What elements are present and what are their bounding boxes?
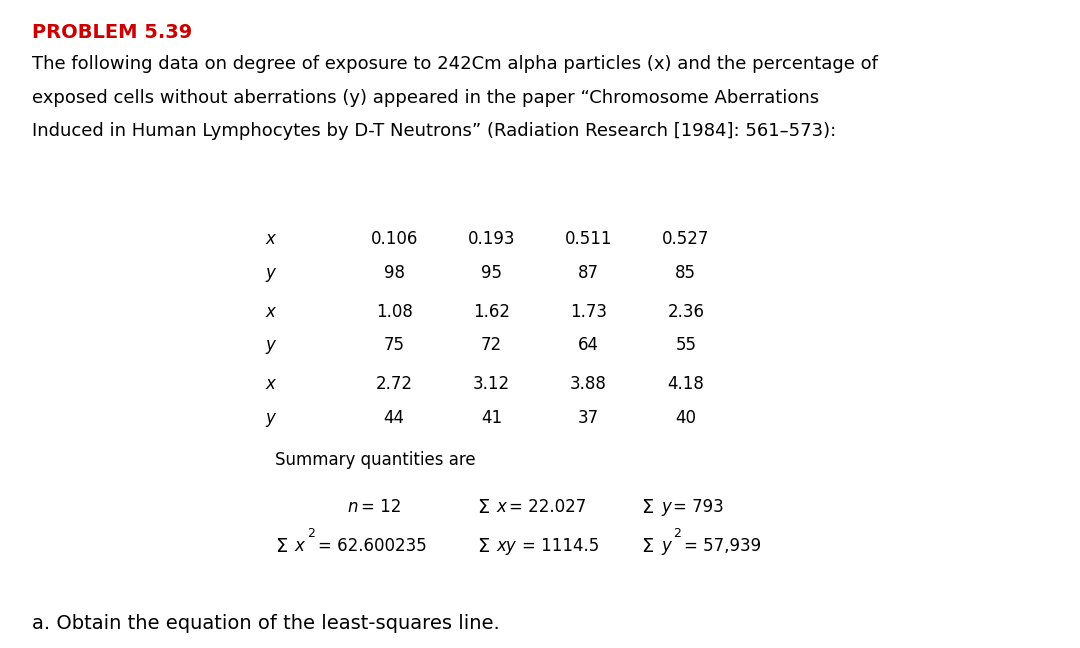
Text: = 57,939: = 57,939 [684,537,760,555]
Text: 2: 2 [673,527,680,540]
Text: y: y [266,336,275,354]
Text: PROBLEM 5.39: PROBLEM 5.39 [32,23,192,41]
Text: 44: 44 [383,409,405,427]
Text: The following data on degree of exposure to 242Cm alpha particles (x) and the pe: The following data on degree of exposure… [32,55,878,73]
Text: 40: 40 [675,409,697,427]
Text: 72: 72 [481,336,502,354]
Text: 2: 2 [307,527,314,540]
Text: y: y [266,264,275,282]
Text: 98: 98 [383,264,405,282]
Text: Summary quantities are: Summary quantities are [275,451,476,469]
Text: 3.12: 3.12 [473,375,510,393]
Text: a. Obtain the equation of the least-squares line.: a. Obtain the equation of the least-squa… [32,614,500,633]
Text: n: n [348,498,359,516]
Text: 64: 64 [578,336,599,354]
Text: y: y [661,537,671,555]
Text: 2.36: 2.36 [667,303,704,321]
Text: exposed cells without aberrations (y) appeared in the paper “Chromosome Aberrati: exposed cells without aberrations (y) ap… [32,89,820,107]
Text: 41: 41 [481,409,502,427]
Text: 2.72: 2.72 [376,375,413,393]
Text: 4.18: 4.18 [667,375,704,393]
Text: 0.511: 0.511 [565,230,612,248]
Text: = 62.600235: = 62.600235 [318,537,427,555]
Text: 0.527: 0.527 [662,230,710,248]
Text: Σ: Σ [642,537,653,555]
Text: 1.08: 1.08 [376,303,413,321]
Text: = 1114.5: = 1114.5 [522,537,599,555]
Text: 55: 55 [675,336,697,354]
Text: 1.62: 1.62 [473,303,510,321]
Text: 37: 37 [578,409,599,427]
Text: x: x [266,303,275,321]
Text: x: x [295,537,305,555]
Text: 0.193: 0.193 [468,230,515,248]
Text: x: x [266,230,275,248]
Text: = 12: = 12 [361,498,401,516]
Text: y: y [661,498,671,516]
Text: 3.88: 3.88 [570,375,607,393]
Text: x: x [497,498,507,516]
Text: 1.73: 1.73 [570,303,607,321]
Text: 87: 87 [578,264,599,282]
Text: 95: 95 [481,264,502,282]
Text: Induced in Human Lymphocytes by D-T Neutrons” (Radiation Research [1984]: 561–57: Induced in Human Lymphocytes by D-T Neut… [32,122,837,141]
Text: Σ: Σ [275,537,287,555]
Text: Σ: Σ [477,498,489,516]
Text: = 793: = 793 [673,498,724,516]
Text: = 22.027: = 22.027 [509,498,586,516]
Text: 75: 75 [383,336,405,354]
Text: Σ: Σ [642,498,653,516]
Text: 0.106: 0.106 [370,230,418,248]
Text: y: y [266,409,275,427]
Text: x: x [266,375,275,393]
Text: Σ: Σ [477,537,489,555]
Text: xy: xy [497,537,516,555]
Text: 85: 85 [675,264,697,282]
